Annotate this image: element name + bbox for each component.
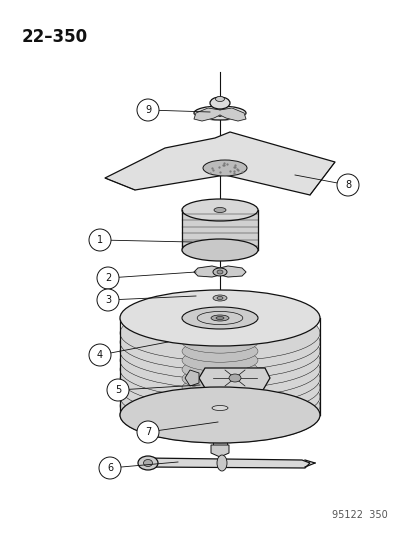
Ellipse shape (120, 305, 319, 361)
Ellipse shape (182, 377, 257, 399)
Ellipse shape (120, 387, 319, 443)
Polygon shape (211, 445, 228, 457)
Ellipse shape (120, 314, 319, 370)
Ellipse shape (182, 395, 257, 417)
Text: 3: 3 (104, 295, 111, 305)
Circle shape (99, 457, 121, 479)
Polygon shape (194, 108, 219, 121)
Ellipse shape (138, 456, 158, 470)
Ellipse shape (212, 295, 226, 301)
Text: 2: 2 (104, 273, 111, 283)
Text: 6: 6 (107, 463, 113, 473)
Polygon shape (194, 266, 219, 277)
Text: 5: 5 (114, 385, 121, 395)
Ellipse shape (194, 106, 245, 120)
Text: 7: 7 (145, 427, 151, 437)
Ellipse shape (197, 295, 202, 301)
Ellipse shape (182, 368, 257, 390)
Ellipse shape (211, 315, 228, 321)
Polygon shape (185, 370, 199, 386)
Ellipse shape (216, 270, 223, 274)
Ellipse shape (120, 323, 319, 379)
Ellipse shape (182, 404, 257, 426)
Ellipse shape (182, 199, 257, 221)
Circle shape (89, 229, 111, 251)
Ellipse shape (182, 307, 257, 329)
Ellipse shape (120, 378, 319, 434)
Polygon shape (105, 132, 334, 195)
Ellipse shape (216, 455, 226, 471)
Circle shape (336, 174, 358, 196)
Ellipse shape (202, 160, 247, 176)
Ellipse shape (120, 290, 319, 346)
Ellipse shape (182, 386, 257, 408)
Ellipse shape (120, 351, 319, 407)
Ellipse shape (209, 97, 230, 109)
Ellipse shape (120, 333, 319, 389)
Text: 95122  350: 95122 350 (331, 510, 387, 520)
Circle shape (97, 289, 119, 311)
Text: 4: 4 (97, 350, 103, 360)
Circle shape (107, 379, 129, 401)
Ellipse shape (211, 406, 228, 410)
Ellipse shape (182, 322, 257, 344)
Circle shape (137, 99, 159, 121)
Polygon shape (199, 368, 269, 394)
Ellipse shape (228, 374, 240, 382)
Polygon shape (219, 266, 245, 277)
Ellipse shape (143, 459, 152, 466)
Ellipse shape (199, 292, 240, 304)
Ellipse shape (182, 340, 257, 362)
Ellipse shape (120, 342, 319, 398)
Polygon shape (219, 108, 245, 121)
Polygon shape (140, 458, 309, 468)
Ellipse shape (120, 369, 319, 425)
Circle shape (137, 421, 159, 443)
Text: 8: 8 (344, 180, 350, 190)
Ellipse shape (120, 387, 319, 443)
Ellipse shape (182, 239, 257, 261)
Text: 9: 9 (145, 105, 151, 115)
Ellipse shape (182, 331, 257, 353)
Ellipse shape (212, 268, 226, 276)
Ellipse shape (236, 295, 242, 301)
Ellipse shape (182, 359, 257, 381)
Circle shape (89, 344, 111, 366)
Ellipse shape (216, 317, 223, 319)
Text: 22–350: 22–350 (22, 28, 88, 46)
Ellipse shape (209, 109, 230, 117)
Ellipse shape (120, 360, 319, 416)
Ellipse shape (182, 349, 257, 372)
Ellipse shape (214, 207, 225, 213)
Circle shape (97, 267, 119, 289)
Ellipse shape (216, 296, 223, 300)
Ellipse shape (215, 96, 224, 101)
Text: 1: 1 (97, 235, 103, 245)
